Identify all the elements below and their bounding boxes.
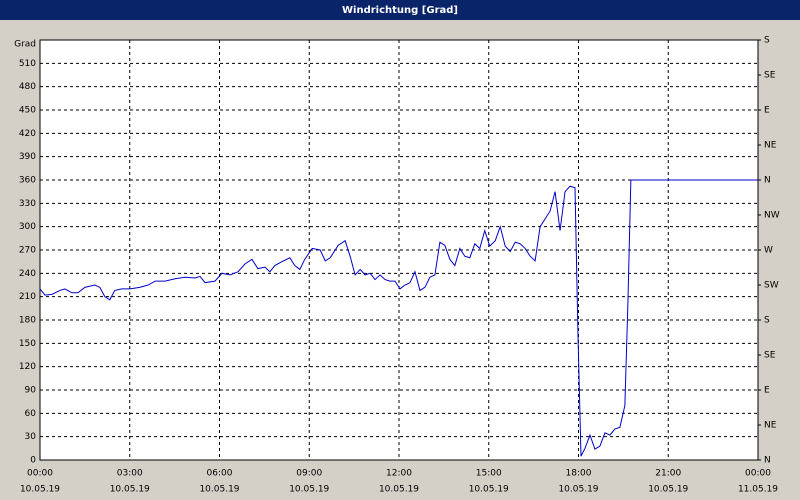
y-tick-label: 240 <box>19 269 36 279</box>
y-tick-label: 120 <box>19 362 36 372</box>
title-bar <box>0 0 800 20</box>
y2-tick-label: S <box>764 36 770 46</box>
y-tick-label: 480 <box>19 82 36 92</box>
x-tick-label: 21:00 <box>655 469 681 479</box>
y-axis-label: Grad <box>14 40 36 50</box>
x-tick-date: 10.05.19 <box>379 485 419 495</box>
y-tick-label: 510 <box>19 59 36 69</box>
y-tick-label: 330 <box>19 199 36 209</box>
x-tick-date: 10.05.19 <box>558 485 598 495</box>
y2-tick-label: N <box>764 456 771 466</box>
x-tick-date: 10.05.19 <box>110 485 150 495</box>
x-tick-date: 11.05.19 <box>738 485 778 495</box>
x-tick-label: 09:00 <box>296 469 322 479</box>
x-tick-label: 18:00 <box>566 469 592 479</box>
x-tick-label: 03:00 <box>117 469 143 479</box>
y-tick-label: 390 <box>19 152 36 162</box>
chart-title: Windrichtung [Grad] <box>342 5 458 16</box>
x-tick-date: 10.05.19 <box>648 485 688 495</box>
x-tick-label: 12:00 <box>386 469 412 479</box>
y-tick-label: 30 <box>25 432 37 442</box>
y-tick-label: 420 <box>19 129 36 139</box>
y-tick-label: 360 <box>19 176 36 186</box>
y2-tick-label: S <box>764 316 770 326</box>
y2-tick-label: W <box>764 246 773 256</box>
y2-tick-label: SE <box>764 71 776 81</box>
y2-tick-label: NE <box>764 141 777 151</box>
data-line <box>39 179 758 457</box>
y2-tick-label: E <box>764 106 770 116</box>
x-tick-date: 10.05.19 <box>289 485 329 495</box>
x-tick-date: 10.05.19 <box>199 485 239 495</box>
x-tick-label: 06:00 <box>207 469 233 479</box>
x-tick-date: 10.05.19 <box>20 485 60 495</box>
x-tick-label: 15:00 <box>476 469 502 479</box>
x-tick-label: 00:00 <box>27 469 53 479</box>
y-tick-label: 0 <box>30 456 36 466</box>
y-tick-label: 210 <box>19 292 36 302</box>
y-tick-label: 180 <box>19 316 36 326</box>
y-tick-label: 300 <box>19 222 36 232</box>
y-tick-label: 150 <box>19 339 36 349</box>
y2-tick-label: SW <box>764 281 779 291</box>
y-tick-label: 60 <box>25 409 37 419</box>
y2-tick-label: SE <box>764 351 776 361</box>
x-tick-date: 10.05.19 <box>469 485 509 495</box>
y2-tick-label: NE <box>764 421 777 431</box>
x-tick-label: 00:00 <box>745 469 771 479</box>
y2-tick-label: NW <box>764 211 780 221</box>
y2-tick-label: N <box>764 176 771 186</box>
y-tick-label: 450 <box>19 106 36 116</box>
y2-tick-label: E <box>764 386 770 396</box>
y-tick-label: 90 <box>25 386 37 396</box>
y-tick-label: 270 <box>19 246 36 256</box>
